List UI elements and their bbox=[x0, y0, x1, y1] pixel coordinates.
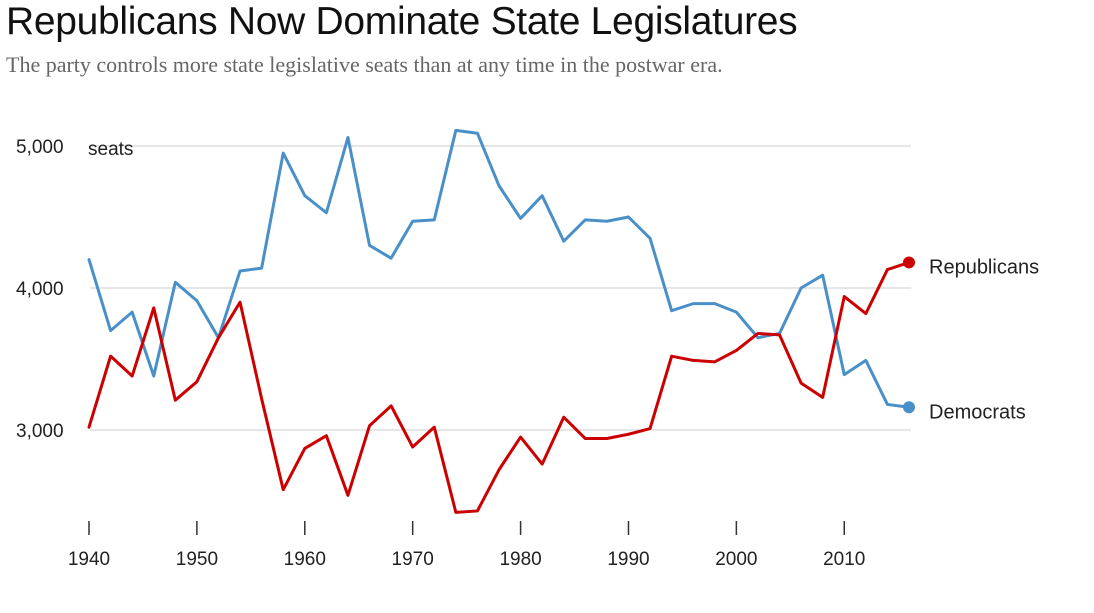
x-tick-label-1950: 1950 bbox=[176, 549, 218, 570]
series-endpoint-republicans bbox=[903, 256, 915, 269]
y-axis-labels: 3,000 4,000 5,000 bbox=[16, 137, 64, 442]
x-axis: 1940 1950 1960 1970 1980 1990 2000 2010 bbox=[68, 521, 865, 570]
series-line-democrats bbox=[87, 128, 911, 409]
chart-title: Republicans Now Dominate State Legislatu… bbox=[6, 0, 798, 43]
y-axis-unit-label: seats bbox=[88, 139, 133, 160]
x-tick-label-2010: 2010 bbox=[823, 549, 865, 570]
y-tick-label-5000: 5,000 bbox=[16, 137, 64, 158]
series-layer bbox=[87, 128, 915, 514]
legend-label-republicans: Republicans bbox=[929, 256, 1039, 278]
x-tick-label-1990: 1990 bbox=[607, 549, 649, 570]
x-tick-label-2000: 2000 bbox=[715, 549, 757, 570]
x-tick-label-1940: 1940 bbox=[68, 549, 110, 570]
series-line-republicans bbox=[87, 260, 911, 514]
legend-label-democrats: Democrats bbox=[929, 401, 1026, 423]
legend-layer: Democrats Republicans bbox=[929, 256, 1039, 423]
chart-subtitle: The party controls more state legislativ… bbox=[6, 52, 723, 77]
grid-layer bbox=[90, 145, 911, 431]
x-tick-label-1980: 1980 bbox=[499, 549, 541, 570]
x-tick-label-1960: 1960 bbox=[284, 549, 326, 570]
y-tick-label-4000: 4,000 bbox=[16, 279, 64, 300]
y-tick-label-3000: 3,000 bbox=[16, 421, 64, 442]
x-tick-label-1970: 1970 bbox=[392, 549, 434, 570]
series-endpoint-democrats bbox=[903, 401, 915, 414]
